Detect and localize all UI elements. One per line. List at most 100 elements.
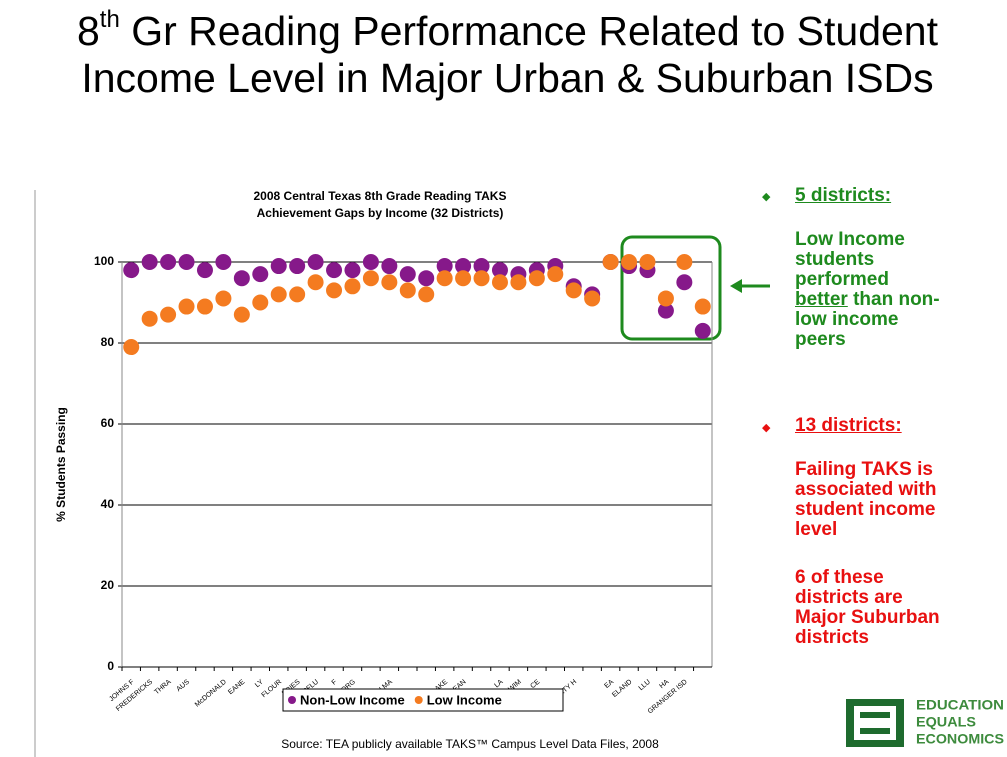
- point: [344, 278, 361, 295]
- point: [307, 254, 324, 270]
- point: [528, 270, 545, 287]
- x-tick-label: F: [331, 679, 339, 687]
- logo-icon: [860, 712, 890, 718]
- point: [657, 302, 674, 319]
- point: [362, 254, 379, 270]
- point: [381, 274, 398, 291]
- point: [399, 266, 416, 283]
- point: [639, 254, 656, 270]
- legend-box: [282, 688, 564, 712]
- green-heading: 5 districts:: [795, 185, 892, 206]
- point: [141, 310, 158, 327]
- point: [178, 254, 195, 270]
- bullet: ◆: [762, 422, 771, 434]
- red-heading: 13 districts:: [795, 415, 902, 436]
- green-text: Low Income students performed better tha…: [795, 230, 945, 350]
- x-tick-label: LY: [254, 678, 265, 689]
- point: [289, 258, 306, 275]
- logo-text: EDUCATION: [916, 697, 1004, 713]
- x-tick-label: EA: [603, 678, 615, 690]
- y-tick-label: 20: [101, 578, 115, 592]
- point: [196, 298, 213, 315]
- highlight-box: [620, 235, 722, 341]
- slide-title: 8th Gr Reading Performance Related to St…: [40, 8, 975, 102]
- logo-text: ECONOMICS: [916, 731, 1004, 747]
- y-axis-title: % Students Passing: [54, 407, 68, 522]
- bullet: ◆: [762, 191, 771, 203]
- point: [676, 254, 693, 270]
- source: Source: TEA publicly available TAKS™ Cam…: [281, 737, 659, 751]
- logo-icon: [854, 706, 896, 740]
- point: [602, 254, 619, 270]
- point: [418, 270, 435, 287]
- point: [233, 306, 250, 323]
- point: [123, 339, 140, 356]
- point: [621, 254, 638, 270]
- point: [418, 286, 435, 303]
- title-sup: th: [99, 6, 120, 33]
- legend-marker: [414, 696, 423, 704]
- title-number: 8: [76, 8, 100, 54]
- point: [381, 258, 398, 275]
- point: [178, 298, 195, 315]
- point: [344, 262, 361, 279]
- x-tick-label: LLU: [638, 679, 652, 693]
- y-tick-label: 60: [101, 416, 115, 430]
- point: [584, 290, 601, 307]
- text-underlined: better: [795, 289, 848, 310]
- x-tick-label: LA: [493, 678, 504, 689]
- x-tick-label: AUS: [175, 678, 191, 693]
- point: [455, 270, 472, 287]
- x-tick-label: EANE: [227, 678, 246, 696]
- point: [676, 274, 693, 291]
- point: [289, 286, 306, 303]
- point: [399, 282, 416, 299]
- y-tick-label: 80: [101, 335, 115, 349]
- x-tick-label: McDONALD: [194, 679, 228, 709]
- logo-icon: [860, 728, 890, 734]
- text: than non-low income peers: [795, 289, 940, 350]
- point: [252, 294, 269, 311]
- point: [233, 270, 250, 287]
- point: [547, 266, 564, 283]
- point: [215, 254, 232, 270]
- chart-title: Achievement Gaps by Income (32 Districts…: [257, 206, 504, 220]
- point: [326, 262, 343, 279]
- point: [252, 266, 269, 283]
- x-tick-label: HA: [658, 678, 670, 690]
- point: [510, 274, 527, 291]
- x-tick-label: ELAND: [611, 679, 633, 699]
- y-tick-label: 0: [107, 659, 114, 673]
- legend-marker: [288, 696, 296, 704]
- chart-title: 2008 Central Texas 8th Grade Reading TAK…: [254, 189, 507, 203]
- arrow-head: [730, 279, 742, 293]
- point: [473, 270, 490, 287]
- point: [362, 270, 379, 287]
- point: [694, 298, 711, 315]
- red-text: 6 of these districts are Major Suburban …: [795, 567, 940, 648]
- legend-label: Low Income: [427, 692, 502, 707]
- point: [657, 290, 674, 307]
- legend-label: Non-Low Income: [300, 692, 405, 707]
- text: Low Income students performed: [795, 229, 905, 290]
- point: [473, 258, 490, 275]
- logo-text: EQUALS: [916, 714, 976, 730]
- point: [215, 290, 232, 307]
- point: [436, 258, 453, 275]
- point: [141, 254, 158, 270]
- x-tick-label: CE: [529, 678, 541, 690]
- red-text: Failing TAKS is associated with student …: [795, 459, 937, 540]
- point: [491, 262, 508, 279]
- point: [694, 322, 711, 339]
- point: [196, 262, 213, 279]
- point: [436, 270, 453, 287]
- point: [565, 282, 582, 299]
- y-tick-label: 40: [101, 497, 115, 511]
- point: [270, 258, 287, 275]
- point: [160, 306, 177, 323]
- point: [455, 258, 472, 275]
- x-tick-label: FLOUR: [261, 679, 284, 700]
- y-tick-label: 100: [94, 254, 114, 268]
